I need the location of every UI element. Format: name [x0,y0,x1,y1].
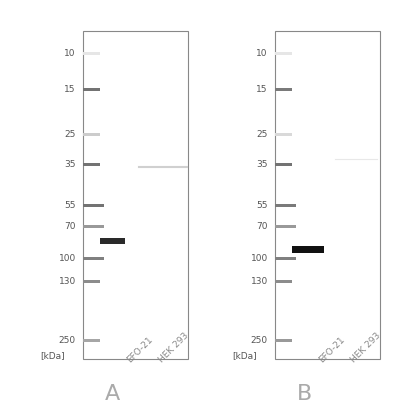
Text: 70: 70 [256,222,268,231]
FancyBboxPatch shape [275,163,292,166]
Text: 35: 35 [256,160,268,169]
FancyBboxPatch shape [83,163,100,166]
FancyBboxPatch shape [83,280,100,283]
Text: EFO-21: EFO-21 [317,335,346,364]
Text: EFO-21: EFO-21 [125,335,154,364]
FancyBboxPatch shape [275,204,296,207]
FancyBboxPatch shape [100,238,125,244]
FancyBboxPatch shape [275,31,380,358]
FancyBboxPatch shape [83,52,100,54]
Text: 70: 70 [64,222,76,231]
Text: 250: 250 [59,336,76,345]
Text: 25: 25 [64,130,76,139]
FancyBboxPatch shape [275,257,296,260]
Text: HEK 293: HEK 293 [349,331,382,364]
Text: 130: 130 [58,277,76,286]
Text: 10: 10 [64,49,76,58]
FancyBboxPatch shape [275,88,292,91]
Text: B: B [297,384,312,400]
Text: A: A [105,384,120,400]
Text: 25: 25 [256,130,268,139]
Text: 55: 55 [64,201,76,210]
Text: 250: 250 [251,336,268,345]
Text: HEK 293: HEK 293 [157,331,190,364]
Text: [kDa]: [kDa] [41,351,65,360]
FancyBboxPatch shape [275,280,292,283]
FancyBboxPatch shape [275,52,292,54]
FancyBboxPatch shape [292,246,324,253]
Text: 100: 100 [250,254,268,263]
Text: [kDa]: [kDa] [233,351,257,360]
FancyBboxPatch shape [83,257,104,260]
FancyBboxPatch shape [83,88,100,91]
FancyBboxPatch shape [83,339,100,342]
Text: 100: 100 [58,254,76,263]
FancyBboxPatch shape [275,225,296,228]
FancyBboxPatch shape [83,225,104,228]
FancyBboxPatch shape [83,133,100,136]
FancyBboxPatch shape [83,31,188,358]
FancyBboxPatch shape [83,204,104,207]
Text: 15: 15 [256,85,268,94]
Text: 55: 55 [256,201,268,210]
Text: 35: 35 [64,160,76,169]
FancyBboxPatch shape [275,133,292,136]
Text: 130: 130 [250,277,268,286]
FancyBboxPatch shape [275,339,292,342]
Text: 15: 15 [64,85,76,94]
Text: 10: 10 [256,49,268,58]
